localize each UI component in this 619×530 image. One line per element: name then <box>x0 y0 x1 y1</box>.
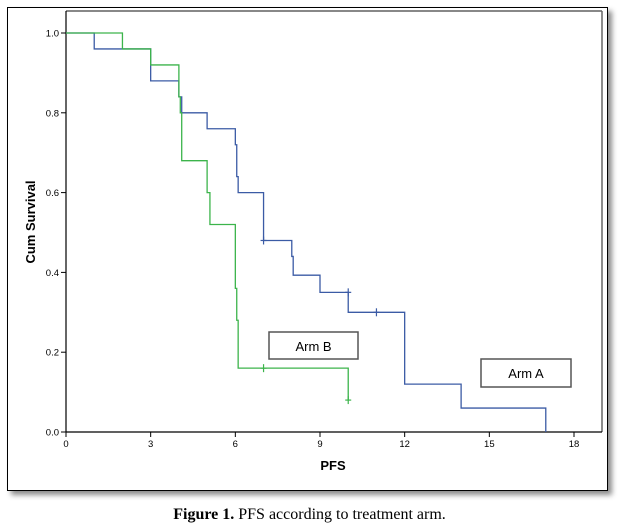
x-tick-label: 12 <box>399 439 410 450</box>
survival-curve <box>66 32 349 401</box>
label-arm-b: Arm B <box>295 339 331 354</box>
survival-curve <box>66 32 547 432</box>
y-tick-label: 0.6 <box>46 188 59 199</box>
series-arm-a <box>66 32 547 432</box>
x-tick-label: 18 <box>569 439 580 450</box>
series-group <box>66 32 547 432</box>
caption-label: Figure 1. <box>173 506 235 523</box>
x-tick-label: 9 <box>317 439 322 450</box>
chart-frame <box>7 7 608 491</box>
y-axis-label: Cum Survival <box>23 180 38 263</box>
y-tick-label: 0.8 <box>46 108 59 119</box>
label-arm-a: Arm A <box>508 366 544 381</box>
y-tick-label: 0.2 <box>46 348 59 359</box>
y-tick-label: 0.0 <box>46 428 59 439</box>
axes: 0.0 0.2 0.4 0.6 0.8 1.0 0 3 6 9 12 15 18 <box>46 10 603 450</box>
label-box-arm-b: Arm B <box>268 331 359 360</box>
label-box-arm-a: Arm A <box>480 358 572 388</box>
series-arm-b <box>66 32 352 405</box>
x-tick-label: 0 <box>63 439 68 450</box>
x-tick-label: 3 <box>148 439 153 450</box>
x-axis-label: PFS <box>320 458 346 473</box>
x-tick-label: 15 <box>484 439 495 450</box>
y-tick-label: 0.4 <box>46 268 59 279</box>
y-tick-label: 1.0 <box>46 29 59 40</box>
annotations: Arm B Arm A <box>268 331 572 388</box>
figure-caption: Figure 1. PFS according to treatment arm… <box>0 506 619 524</box>
caption-text: PFS according to treatment arm. <box>234 506 446 523</box>
x-tick-label: 6 <box>233 439 238 450</box>
